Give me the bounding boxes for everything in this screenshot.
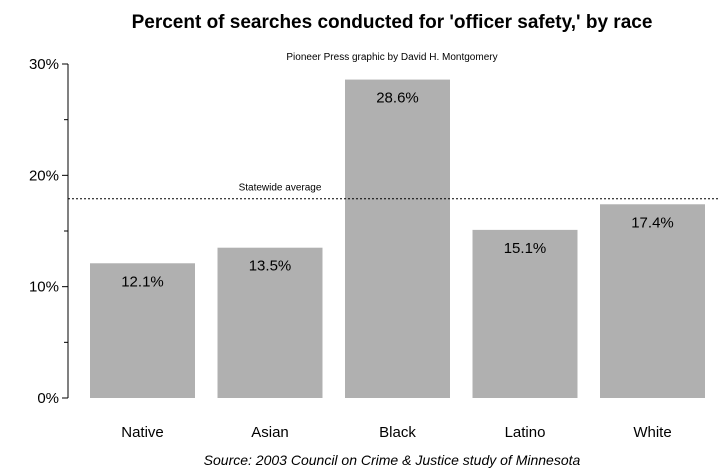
bar-latino bbox=[472, 229, 578, 398]
chart-source: Source: 2003 Council on Crime & Justice … bbox=[204, 452, 581, 468]
bars-group: 12.1% 13.5% 28.6% 15.1% 17.4% bbox=[90, 79, 705, 398]
y-tick-label: 10% bbox=[29, 279, 59, 296]
y-axis: 0% 10% 20% 30% bbox=[29, 56, 69, 407]
chart-credit: Pioneer Press graphic by David H. Montgo… bbox=[286, 52, 497, 63]
x-category-label: White bbox=[633, 424, 671, 441]
y-tick-label: 30% bbox=[29, 56, 59, 73]
bar-asian bbox=[217, 247, 323, 398]
bar-white bbox=[600, 204, 705, 398]
y-tick-label: 0% bbox=[37, 390, 59, 407]
x-category-label: Black bbox=[379, 424, 416, 441]
reference-line-group: Statewide average bbox=[68, 183, 719, 200]
data-label: 28.6% bbox=[376, 90, 419, 107]
bar-native bbox=[90, 263, 195, 398]
x-category-label: Asian bbox=[251, 424, 289, 441]
data-label: 15.1% bbox=[504, 240, 547, 257]
chart-title: Percent of searches conducted for 'offic… bbox=[132, 12, 653, 33]
x-axis-labels: Native Asian Black Latino White bbox=[121, 424, 671, 441]
statewide-average-label: Statewide average bbox=[239, 183, 322, 194]
data-label: 12.1% bbox=[121, 273, 164, 290]
data-label: 13.5% bbox=[249, 258, 292, 275]
data-label: 17.4% bbox=[631, 214, 674, 231]
y-tick-label: 20% bbox=[29, 167, 59, 184]
x-category-label: Native bbox=[121, 424, 164, 441]
x-category-label: Latino bbox=[505, 424, 546, 441]
bar-black bbox=[345, 79, 450, 398]
